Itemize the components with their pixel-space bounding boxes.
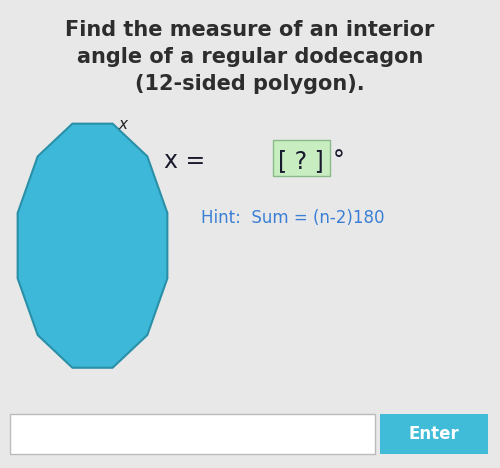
FancyBboxPatch shape (380, 414, 488, 454)
Text: Hint:  Sum = (n-2)180: Hint: Sum = (n-2)180 (201, 209, 384, 227)
Text: Enter: Enter (408, 425, 459, 443)
Text: Find the measure of an interior: Find the measure of an interior (66, 21, 434, 40)
Text: x: x (118, 117, 127, 132)
Text: angle of a regular dodecagon: angle of a regular dodecagon (77, 47, 423, 67)
Text: x =: x = (164, 149, 212, 174)
Text: (12-sided polygon).: (12-sided polygon). (135, 74, 365, 94)
FancyBboxPatch shape (10, 414, 375, 454)
Polygon shape (18, 124, 168, 368)
FancyBboxPatch shape (272, 140, 330, 176)
Text: °: ° (332, 149, 344, 174)
Text: [ ? ]: [ ? ] (278, 149, 324, 174)
